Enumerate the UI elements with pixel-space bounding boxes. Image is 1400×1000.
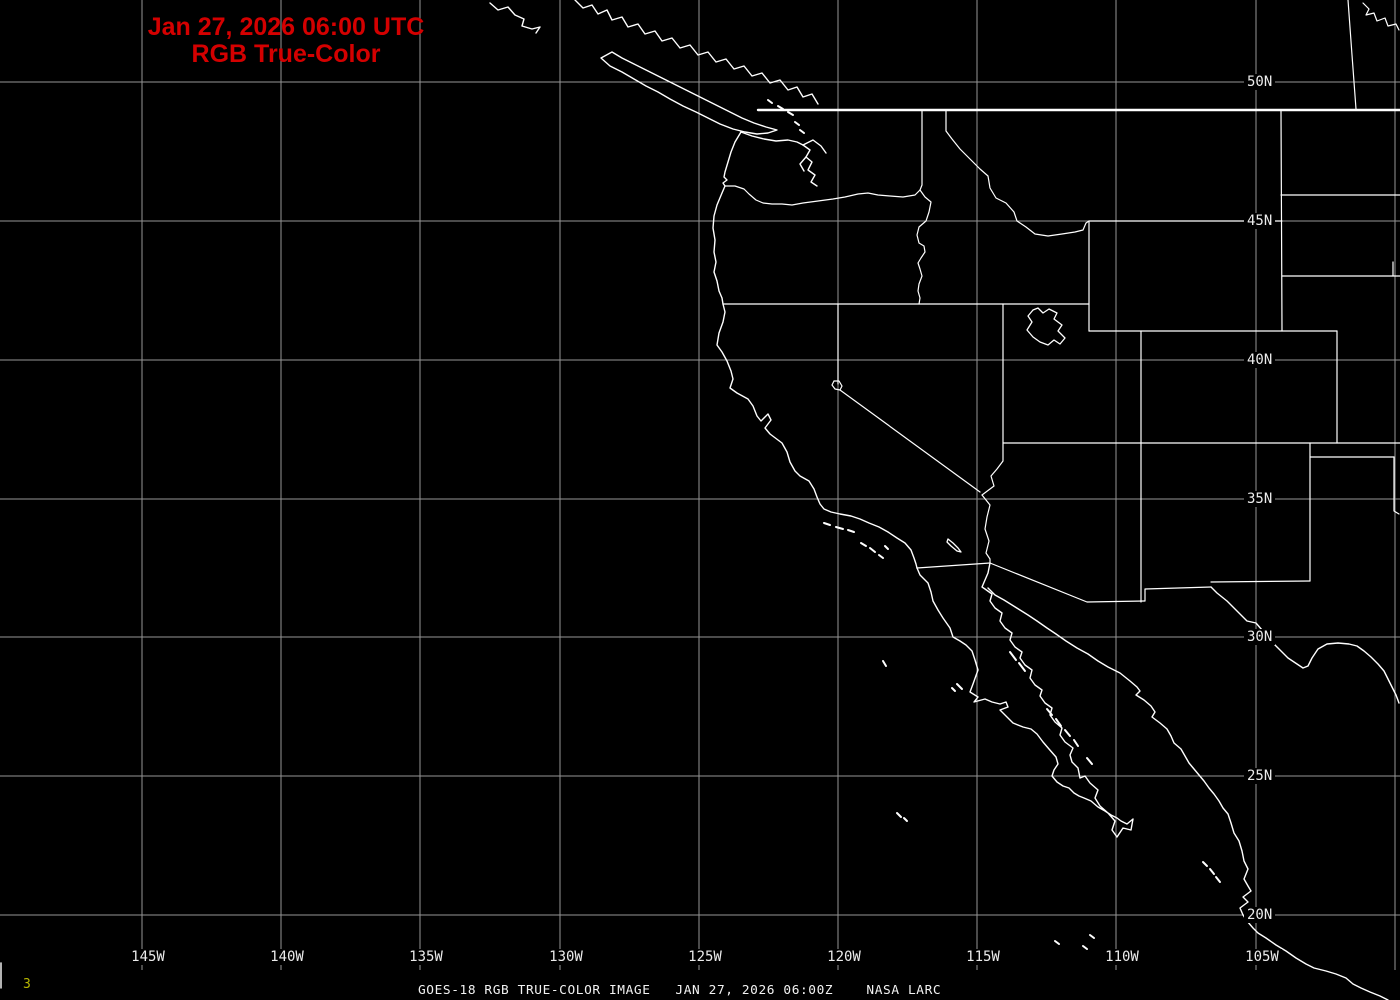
wa-id-border — [919, 110, 923, 191]
baja-islet — [903, 817, 908, 822]
latitude-label: 20N — [1244, 907, 1276, 923]
puget-sound-main — [802, 144, 818, 187]
tx-ok-border-100w — [1393, 456, 1400, 515]
pacific-islet — [1054, 940, 1060, 945]
guadalupe-island — [882, 660, 887, 667]
latitude-label: 25N — [1244, 768, 1276, 784]
great-salt-lake — [1026, 307, 1066, 346]
latitude-label: 30N — [1244, 629, 1276, 645]
longitude-label: 120W — [824, 949, 864, 965]
strait-island — [787, 111, 794, 116]
channel-island — [878, 554, 884, 559]
latitude-label: 45N — [1244, 213, 1276, 229]
cedros-island — [951, 687, 956, 692]
us-mexico-border-ca — [916, 562, 991, 569]
frame-number: 3 — [23, 977, 31, 992]
longitude-label: 125W — [685, 949, 725, 965]
nv-az-colorado-river — [981, 442, 1004, 496]
hood-canal — [799, 156, 807, 172]
channel-island — [823, 522, 831, 526]
snake-river-border — [916, 189, 932, 305]
puget-sound-arm — [802, 139, 827, 154]
channel-island — [860, 542, 867, 547]
pacific-islet — [1089, 934, 1095, 939]
strait-island — [794, 121, 800, 126]
baja-islet — [896, 812, 902, 818]
rio-grande — [1210, 586, 1400, 704]
mt-id-border — [945, 110, 1090, 237]
sonora-sinaloa-coast — [987, 587, 1389, 1000]
strait-island — [777, 105, 784, 110]
strait-island — [767, 99, 773, 104]
longitude-label: 145W — [128, 949, 168, 965]
bc-mainland-coast — [574, 0, 819, 105]
gulf-island — [1009, 651, 1017, 661]
juan-de-fuca-shore — [740, 131, 804, 146]
gulf-island — [1018, 662, 1026, 672]
haida-gwaii-coast — [489, 2, 541, 34]
title-product-line: RGB True-Color — [191, 40, 381, 68]
ca-nv-diagonal-border — [839, 389, 981, 493]
lake-tahoe — [831, 380, 843, 391]
oregon-coast — [712, 185, 726, 305]
channel-island — [869, 547, 876, 553]
longitude-label: 110W — [1102, 949, 1142, 965]
az-nm-mexico-border — [989, 562, 1212, 603]
longitude-label: 115W — [963, 949, 1003, 965]
longitude-label: 135W — [406, 949, 446, 965]
gulf-island — [1073, 739, 1079, 747]
gulf-island — [1055, 718, 1062, 727]
border-104w — [1280, 110, 1283, 332]
channel-island — [835, 526, 844, 530]
vancouver-island-coast — [600, 51, 778, 135]
baja-california-coast — [916, 562, 1134, 838]
latitude-label: 40N — [1244, 352, 1276, 368]
graticule-grid — [0, 0, 1400, 970]
channel-island — [847, 529, 855, 533]
ca-az-colorado-river — [981, 494, 991, 564]
cedros-island — [956, 683, 963, 690]
longitude-label: 130W — [546, 949, 586, 965]
islas-marias — [1202, 861, 1208, 867]
canada-river-line — [1347, 0, 1357, 110]
washington-outer-coast — [722, 131, 742, 187]
salton-sea — [946, 538, 962, 553]
gulf-island — [1046, 708, 1053, 716]
strait-island — [799, 129, 805, 134]
islas-marias — [1215, 876, 1221, 883]
columbia-river-border — [724, 185, 921, 206]
canada-lakes — [1362, 2, 1400, 31]
gulf-island — [1086, 757, 1093, 765]
latitude-label: 50N — [1244, 74, 1276, 90]
nm-tx-border-32n — [1210, 580, 1311, 583]
california-coast — [716, 303, 918, 569]
latitude-label: 35N — [1244, 491, 1276, 507]
longitude-label: 140W — [267, 949, 307, 965]
longitude-label: 105W — [1242, 949, 1282, 965]
footer-caption: GOES-18 RGB TRUE-COLOR IMAGE JAN 27, 202… — [418, 983, 942, 998]
channel-island — [884, 545, 889, 550]
title-date-line: Jan 27, 2026 06:00 UTC — [147, 13, 425, 41]
gulf-island — [1064, 729, 1071, 737]
pacific-islet — [1082, 945, 1088, 950]
image-title: Jan 27, 2026 06:00 UTC RGB True-Color — [130, 14, 442, 68]
islas-marias — [1209, 868, 1215, 875]
